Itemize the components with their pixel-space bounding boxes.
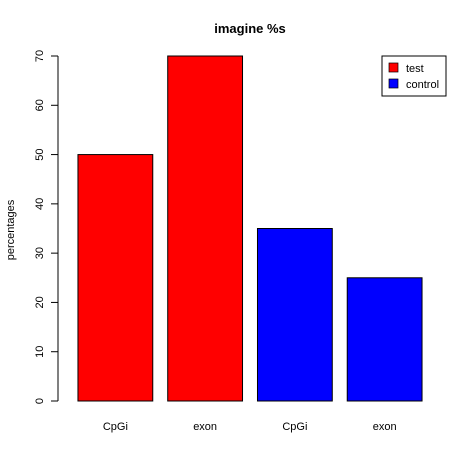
legend-label-control: control (406, 79, 439, 91)
y-tick-label: 50 (34, 148, 46, 160)
legend: test control (381, 55, 447, 97)
legend-swatch-test (388, 62, 399, 73)
x-tick-label: CpGi (282, 421, 307, 433)
y-tick-label: 60 (34, 99, 46, 111)
y-axis: 0 10 20 30 40 50 60 70 (34, 50, 59, 404)
bar-control-exon (346, 277, 423, 402)
legend-label-test: test (406, 63, 424, 75)
bar-test-cpgi (77, 154, 154, 402)
x-axis-labels: CpGi exon CpGi exon (103, 421, 397, 433)
y-tick-label: 20 (34, 296, 46, 308)
chart-title: imagine %s (214, 21, 286, 36)
y-tick-label: 30 (34, 247, 46, 259)
x-tick-label: exon (193, 421, 217, 433)
y-axis-label: percentages (5, 199, 17, 260)
x-tick-label: CpGi (103, 421, 128, 433)
y-tick-label: 70 (34, 50, 46, 62)
bars (77, 55, 423, 402)
bar-control-cpgi (256, 228, 333, 402)
y-tick-label: 0 (34, 398, 46, 404)
legend-swatch-control (388, 78, 399, 89)
y-tick-label: 40 (34, 198, 46, 210)
y-tick-label: 10 (34, 346, 46, 358)
bar-test-exon (167, 55, 244, 402)
x-tick-label: exon (373, 421, 397, 433)
